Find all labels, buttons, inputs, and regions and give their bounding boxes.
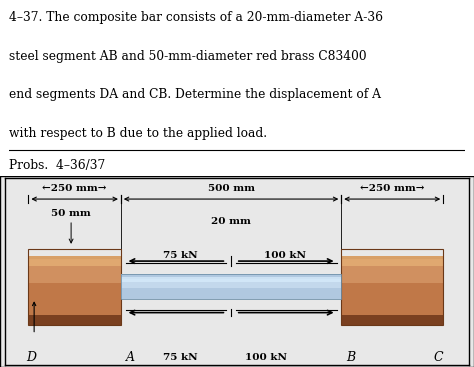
Text: ←250 mm→: ←250 mm→ [42,184,107,193]
Bar [28,266,121,316]
Bar [28,255,121,259]
Text: 100 kN: 100 kN [264,251,306,260]
Text: with respect to B due to the applied load.: with respect to B due to the applied loa… [9,127,268,140]
Text: steel segment AB and 50-mm-diameter red brass C83400: steel segment AB and 50-mm-diameter red … [9,50,367,63]
Text: 100 kN: 100 kN [246,353,287,362]
Bar [341,255,443,259]
Bar [121,279,341,288]
Bar [121,275,341,299]
Text: Probs.  4–36/37: Probs. 4–36/37 [9,159,106,172]
Bar [28,249,121,325]
Bar [341,249,443,325]
Bar [121,275,341,299]
Bar [341,256,443,266]
Text: 500 mm: 500 mm [208,184,255,193]
Bar [28,256,121,266]
Bar [341,260,443,283]
Text: 75 kN: 75 kN [163,251,198,260]
Text: C: C [434,351,443,364]
Text: end segments DA and CB. Determine the displacement of A: end segments DA and CB. Determine the di… [9,88,382,101]
Bar [341,266,443,316]
Bar [121,277,341,282]
Text: 50 mm: 50 mm [51,209,91,218]
Text: 4–37. The composite bar consists of a 20-mm-diameter A-36: 4–37. The composite bar consists of a 20… [9,11,383,24]
Text: 20 mm: 20 mm [211,217,251,226]
Bar [28,316,121,325]
Text: A: A [126,351,135,364]
Text: D: D [26,351,36,364]
Text: 75 kN: 75 kN [163,353,198,362]
Bar [341,316,443,325]
Bar [28,260,121,283]
Text: ←250 mm→: ←250 mm→ [360,184,425,193]
Text: B: B [346,351,356,364]
